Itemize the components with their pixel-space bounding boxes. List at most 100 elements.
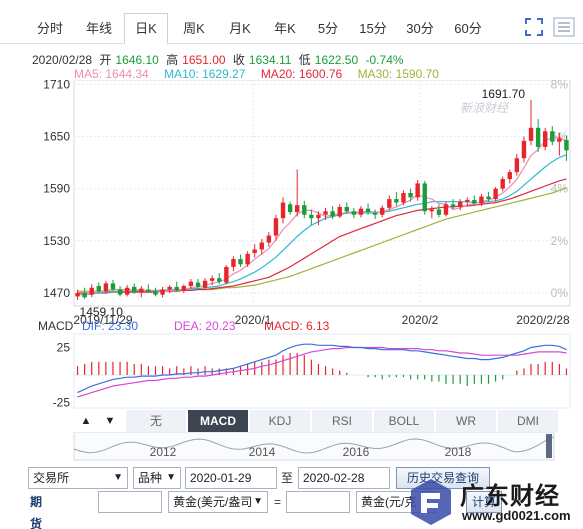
indicator-tab-rsi[interactable]: RSI bbox=[312, 410, 373, 432]
end-date-input[interactable]: 2020-02-28 bbox=[298, 467, 390, 489]
candle bbox=[479, 193, 484, 207]
equals-label: = bbox=[274, 495, 282, 509]
candle-body bbox=[139, 288, 144, 293]
candle-body bbox=[302, 205, 307, 215]
ma5-legend: MA5: 1644.34 bbox=[74, 67, 149, 81]
tab-daily-k[interactable]: 日K bbox=[124, 13, 168, 44]
candle bbox=[535, 119, 541, 153]
candle-body bbox=[82, 292, 87, 298]
more-menu-icon[interactable] bbox=[553, 17, 575, 37]
candle bbox=[252, 244, 257, 258]
tab-yearly[interactable]: 年线 bbox=[85, 21, 112, 36]
start-date-input[interactable]: 2020-01-29 bbox=[185, 467, 277, 489]
candle-body bbox=[124, 287, 130, 295]
dif-line bbox=[77, 343, 567, 394]
indicator-tab-无[interactable]: 无 bbox=[126, 410, 187, 432]
candle-body bbox=[528, 127, 534, 141]
candle-body bbox=[188, 281, 194, 287]
overview-navigator[interactable]: 2012 2014 2016 2018 bbox=[0, 432, 583, 462]
candlestick-chart[interactable]: 1710 8%1650 6%1590 4%1530 2%1470 0%2019/11/29… bbox=[0, 80, 583, 410]
indicator-tab-wr[interactable]: WR bbox=[436, 410, 497, 432]
exchange-select[interactable]: 交易所 ▼ bbox=[28, 467, 128, 489]
pct-tick-label: 2% bbox=[551, 234, 569, 248]
scroll-down-button[interactable]: ▼ bbox=[104, 415, 116, 427]
indicator-tab-kdj[interactable]: KDJ bbox=[250, 410, 311, 432]
price-tick-label: 1650 bbox=[43, 130, 70, 144]
candle-body bbox=[231, 259, 236, 267]
candle-body bbox=[224, 266, 229, 283]
dif-legend: DIF: 23.30 bbox=[82, 319, 138, 333]
candle bbox=[103, 280, 109, 293]
tab-60min[interactable]: 60分 bbox=[454, 21, 482, 36]
unit2-value: 黄金(元/克 bbox=[361, 495, 417, 509]
fullscreen-icon[interactable] bbox=[525, 18, 543, 36]
candle-body bbox=[557, 138, 562, 142]
candle bbox=[401, 190, 406, 206]
close-label: 收 bbox=[232, 53, 245, 67]
dea-legend: DEA: 20.23 bbox=[174, 319, 236, 333]
candle bbox=[316, 211, 321, 226]
candle-body bbox=[380, 207, 385, 215]
indicator-tab-macd[interactable]: MACD bbox=[188, 410, 249, 432]
variety-select[interactable]: 品种 ▼ bbox=[133, 467, 181, 489]
candle bbox=[337, 204, 342, 219]
tab-30min[interactable]: 30分 bbox=[406, 21, 434, 36]
history-query-button[interactable]: 历史交易查询 bbox=[396, 467, 490, 489]
calculate-button[interactable]: 计算 bbox=[466, 491, 502, 513]
tab-15min[interactable]: 15分 bbox=[359, 21, 387, 36]
candle-body bbox=[500, 179, 505, 189]
candle-body bbox=[181, 286, 187, 291]
tab-intraday[interactable]: 分时 bbox=[36, 21, 63, 36]
date-tick-label: 2020/2/28 bbox=[516, 313, 570, 327]
candle-body bbox=[295, 205, 300, 213]
scroll-up-button[interactable]: ▲ bbox=[80, 415, 92, 427]
date-tick-label: 2019/11/29 bbox=[73, 313, 132, 327]
quote-date: 2020/02/28 bbox=[32, 53, 93, 67]
date-tick-label: 2020/2 bbox=[402, 313, 439, 327]
overview-line bbox=[73, 436, 555, 454]
tab-yearly-k[interactable]: 年K bbox=[274, 21, 296, 36]
overview-year-label: 2014 bbox=[249, 445, 276, 459]
tab-weekly-k[interactable]: 周K bbox=[183, 21, 205, 36]
candle-body bbox=[337, 206, 342, 217]
candle-body bbox=[514, 158, 520, 173]
tab-5min[interactable]: 5分 bbox=[317, 21, 339, 36]
overview-year-label: 2012 bbox=[150, 445, 177, 459]
indicator-tab-dmi[interactable]: DMI bbox=[498, 410, 559, 432]
candle-body bbox=[394, 199, 399, 203]
unit1-select[interactable]: 黄金(美元/盎司 ▼ bbox=[168, 491, 268, 513]
candle bbox=[372, 209, 378, 220]
candle bbox=[280, 197, 286, 224]
candle-body bbox=[209, 278, 215, 281]
candle bbox=[514, 153, 520, 176]
calc-result-input[interactable] bbox=[286, 491, 350, 513]
indicator-tab-boll[interactable]: BOLL bbox=[374, 410, 435, 432]
overview-range-handle[interactable] bbox=[546, 434, 552, 458]
candle-body bbox=[521, 140, 527, 159]
candle-body bbox=[408, 193, 413, 198]
caret-down-icon: ▼ bbox=[253, 496, 263, 507]
candle-body bbox=[344, 206, 349, 212]
candle-body bbox=[543, 131, 548, 147]
candle-body bbox=[351, 211, 357, 215]
candle bbox=[209, 275, 215, 286]
candle-body bbox=[117, 289, 123, 295]
candle bbox=[358, 206, 364, 218]
candle bbox=[245, 251, 250, 267]
candle-body bbox=[103, 283, 109, 292]
candle bbox=[486, 192, 491, 202]
tab-monthly-k[interactable]: 月K bbox=[229, 21, 251, 36]
candle-body bbox=[387, 199, 392, 208]
candle bbox=[380, 205, 385, 218]
candle bbox=[139, 286, 144, 298]
candle bbox=[181, 284, 187, 293]
candle-body bbox=[493, 188, 498, 200]
candle-body bbox=[195, 282, 201, 287]
calc-amount-input[interactable] bbox=[98, 491, 162, 513]
candle bbox=[507, 169, 512, 184]
candle bbox=[351, 207, 357, 219]
overview-year-label: 2018 bbox=[445, 445, 472, 459]
candle-body bbox=[323, 211, 328, 215]
candle bbox=[344, 202, 349, 214]
candle-body bbox=[75, 292, 80, 297]
